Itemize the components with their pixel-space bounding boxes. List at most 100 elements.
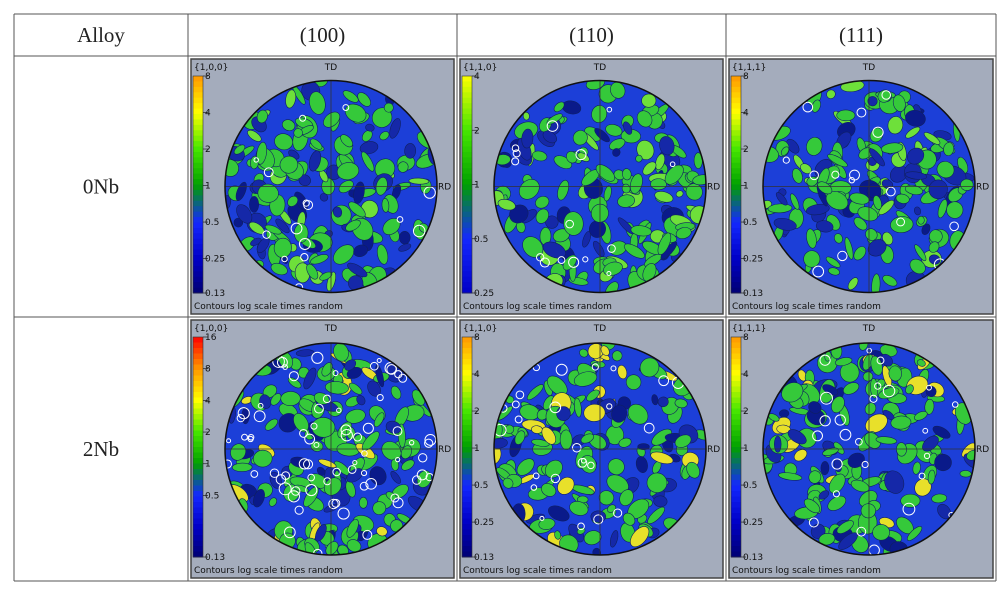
- colorbar-segment: [462, 260, 472, 267]
- colorbar-segment: [731, 458, 741, 464]
- white-contour: [298, 458, 311, 470]
- colorbar-segment: [193, 76, 203, 82]
- white-contour: [812, 265, 825, 278]
- white-contour: [294, 505, 304, 515]
- pole-label: {1,0,0}: [194, 63, 228, 73]
- texture-blob: [875, 436, 897, 445]
- texture-blob: [675, 227, 692, 239]
- texture-blob: [346, 539, 362, 553]
- colorbar-segment: [462, 524, 472, 530]
- colorbar-segment: [731, 271, 741, 278]
- colorbar-segment: [193, 217, 203, 223]
- white-contour: [282, 364, 288, 370]
- colorbar-segment: [462, 108, 472, 115]
- colorbar-segment: [731, 529, 741, 536]
- texture-blob: [323, 477, 342, 496]
- white-contour: [577, 522, 585, 531]
- white-contour: [831, 170, 840, 179]
- texture-blob: [960, 178, 974, 191]
- colorbar-segment: [731, 217, 741, 223]
- colorbar-segment: [193, 551, 203, 558]
- white-contour: [837, 250, 848, 262]
- colorbar-segment: [731, 113, 741, 120]
- white-contour: [606, 403, 613, 410]
- colorbar-tick-label: 0.5: [743, 481, 757, 491]
- white-contour: [361, 450, 368, 457]
- texture-blob: [936, 161, 955, 179]
- texture-blob: [646, 472, 668, 493]
- texture-blob: [914, 411, 928, 421]
- texture-blob: [397, 161, 409, 173]
- header-cell: (111): [839, 23, 883, 47]
- colorbar-segment: [731, 162, 741, 169]
- texture-blob: [340, 134, 353, 148]
- colorbar-segment: [193, 113, 203, 120]
- colorbar-segment: [462, 103, 472, 110]
- white-contour: [849, 169, 860, 181]
- texture-blob: [692, 174, 706, 186]
- texture-blob: [928, 254, 941, 265]
- white-contour: [802, 101, 814, 113]
- texture-blob: [526, 384, 544, 401]
- colorbar-segment: [193, 502, 203, 508]
- texture-blob: [865, 413, 888, 434]
- texture-blob: [381, 441, 402, 461]
- white-contour: [872, 126, 884, 138]
- pole-outline: [493, 342, 707, 556]
- texture-blob: [247, 129, 262, 142]
- colorbar-segment: [193, 491, 203, 497]
- white-contour: [284, 526, 296, 539]
- colorbar-segment: [193, 480, 203, 486]
- texture-blob: [535, 195, 550, 209]
- texture-blob: [385, 420, 402, 434]
- texture-blob: [872, 195, 882, 210]
- texture-blob: [790, 193, 800, 210]
- colorbar-segment: [731, 276, 741, 283]
- colorbar-segment: [193, 108, 203, 115]
- texture-blob: [857, 206, 879, 222]
- texture-blob: [325, 541, 339, 555]
- white-contour: [856, 526, 867, 537]
- texture-blob: [934, 453, 952, 472]
- white-contour: [949, 221, 959, 232]
- texture-blob: [931, 493, 948, 504]
- white-contour: [610, 365, 617, 372]
- colorbar-segment: [731, 233, 741, 240]
- td-label: TD: [324, 324, 337, 334]
- texture-blob: [557, 476, 575, 495]
- colorbar-segment: [731, 430, 741, 437]
- white-contour: [237, 407, 250, 420]
- colorbar-segment: [462, 348, 472, 354]
- texture-blob: [866, 183, 881, 199]
- texture-blob: [408, 177, 430, 185]
- texture-blob: [361, 151, 375, 172]
- white-contour: [577, 457, 588, 468]
- colorbar-tick-label: 0.13: [205, 289, 225, 299]
- colorbar-tick-label: 0.13: [205, 553, 225, 563]
- white-contour: [514, 415, 523, 424]
- colorbar-segment: [193, 233, 203, 240]
- colorbar-segment: [731, 282, 741, 289]
- texture-blob: [878, 199, 895, 216]
- texture-blob: [279, 155, 299, 174]
- white-contour: [263, 167, 274, 178]
- texture-blob: [806, 136, 823, 156]
- colorbar-segment: [731, 151, 741, 158]
- header-cell: (100): [300, 23, 346, 47]
- texture-blob: [569, 501, 589, 516]
- colorbar-tick-label: 0.13: [743, 553, 763, 563]
- colorbar-segment: [731, 408, 741, 415]
- texture-blob: [803, 498, 821, 514]
- texture-blob: [937, 199, 948, 219]
- texture-blob: [825, 256, 841, 268]
- texture-blob: [836, 520, 854, 534]
- texture-blob: [793, 449, 808, 462]
- white-contour: [834, 414, 846, 426]
- texture-blob: [836, 109, 856, 122]
- texture-blob: [847, 452, 865, 468]
- colorbar-segment: [462, 386, 472, 393]
- colorbar-segment: [462, 518, 472, 525]
- texture-blob: [542, 241, 566, 259]
- colorbar-tick-label: 2: [743, 145, 749, 155]
- white-contour: [411, 475, 422, 485]
